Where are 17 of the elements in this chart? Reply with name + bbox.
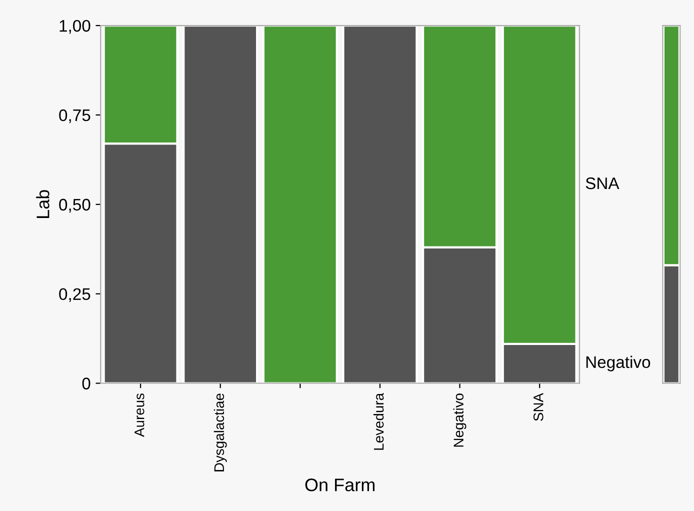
y-axis-title: Lab xyxy=(36,190,50,218)
x-tick-label: Negativo xyxy=(453,394,466,447)
x-axis-title: On Farm xyxy=(305,478,374,492)
x-tick-label: Dysgalactiae xyxy=(214,394,227,472)
x-tick-label: Levedura xyxy=(373,392,384,450)
x-tick-label: Aureus xyxy=(134,393,144,437)
y-tick-label: 0 xyxy=(82,378,90,390)
series-label: Negativo xyxy=(586,356,650,372)
bar xyxy=(262,26,338,384)
y-tick-label: 0,50 xyxy=(59,198,90,213)
series-label: SNA xyxy=(586,177,620,190)
y-tick-label: 1,00 xyxy=(60,20,90,34)
x-tick-label: SNA xyxy=(533,393,544,421)
y-tick-label: 0,25 xyxy=(59,288,90,302)
bar xyxy=(182,26,258,384)
bar xyxy=(342,26,418,384)
y-tick-label: 0,75 xyxy=(59,109,90,124)
